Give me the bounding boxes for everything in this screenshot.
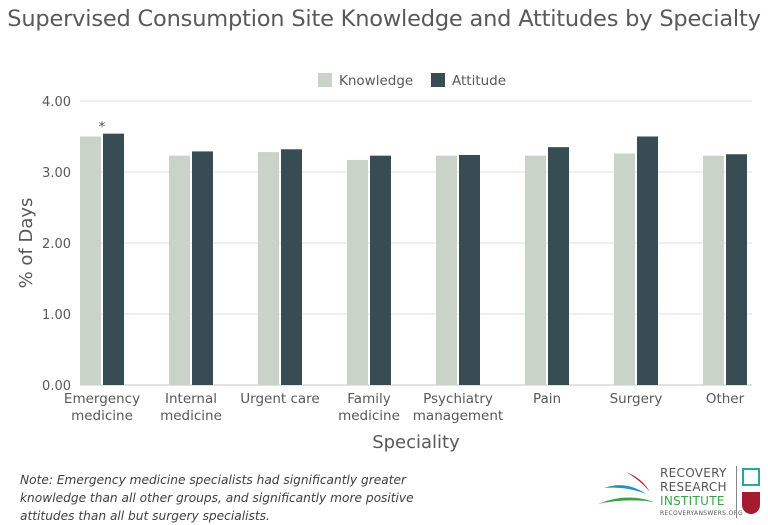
logo-text: INSTITUTE (660, 494, 725, 508)
x-tick-label: Emergency (64, 391, 140, 407)
legend-label-attitude: Attitude (452, 73, 506, 89)
x-tick-label: Pain (533, 391, 561, 407)
bar-knowledge (525, 155, 546, 385)
bar-attitude (459, 154, 480, 385)
bar-knowledge (169, 155, 190, 385)
logo-swoosh-icon (598, 472, 654, 504)
y-tick-label: 0.00 (42, 379, 71, 394)
bar-attitude (726, 154, 747, 385)
bar-attitude (370, 155, 391, 385)
chart-title: Supervised Consumption Site Knowledge an… (7, 6, 761, 32)
logo-url: RECOVERYANSWERS.ORG (660, 510, 743, 517)
y-tick-label: 2.00 (42, 237, 71, 252)
chart-note: Note: Emergency medicine specialists had… (20, 473, 414, 523)
legend-swatch-knowledge (318, 73, 332, 87)
harvard-shield-icon (742, 492, 760, 514)
x-tick-label: Family (347, 391, 390, 407)
y-tick-label: 1.00 (42, 308, 71, 323)
bar-knowledge (80, 136, 101, 385)
y-axis-label: % of Days (16, 198, 37, 289)
x-tick-label: medicine (160, 408, 222, 424)
x-tick-label: medicine (338, 408, 400, 424)
y-tick-label: 3.00 (42, 166, 71, 181)
harvard-building-icon (742, 468, 760, 486)
bar-attitude (103, 133, 124, 385)
legend-label-knowledge: Knowledge (339, 73, 413, 89)
x-tick-label: Urgent care (240, 391, 319, 407)
x-tick-label: medicine (71, 408, 133, 424)
bar-knowledge (614, 153, 635, 385)
bar-knowledge (258, 152, 279, 385)
bar-attitude (192, 151, 213, 385)
x-tick-label: management (413, 408, 503, 424)
legend-swatch-attitude (431, 73, 445, 87)
logo-text: RECOVERY (660, 466, 727, 480)
bar-knowledge (703, 155, 724, 385)
bar-knowledge (436, 155, 457, 385)
x-tick-label: Surgery (610, 391, 663, 407)
x-tick-label: Other (706, 391, 745, 407)
bar-attitude (281, 149, 302, 385)
significance-marker: * (99, 120, 106, 136)
bar-attitude (548, 147, 569, 385)
y-tick-label: 4.00 (42, 95, 71, 110)
bar-attitude (637, 136, 658, 385)
x-tick-label: Internal (165, 391, 217, 407)
recovery-research-institute-logo: RECOVERY RESEARCH INSTITUTE RECOVERYANSW… (596, 462, 766, 522)
x-tick-label: Psychiatry (423, 391, 493, 407)
bar-knowledge (347, 159, 368, 385)
x-axis-label: Speciality (372, 432, 460, 453)
logo-text: RESEARCH (660, 480, 727, 494)
